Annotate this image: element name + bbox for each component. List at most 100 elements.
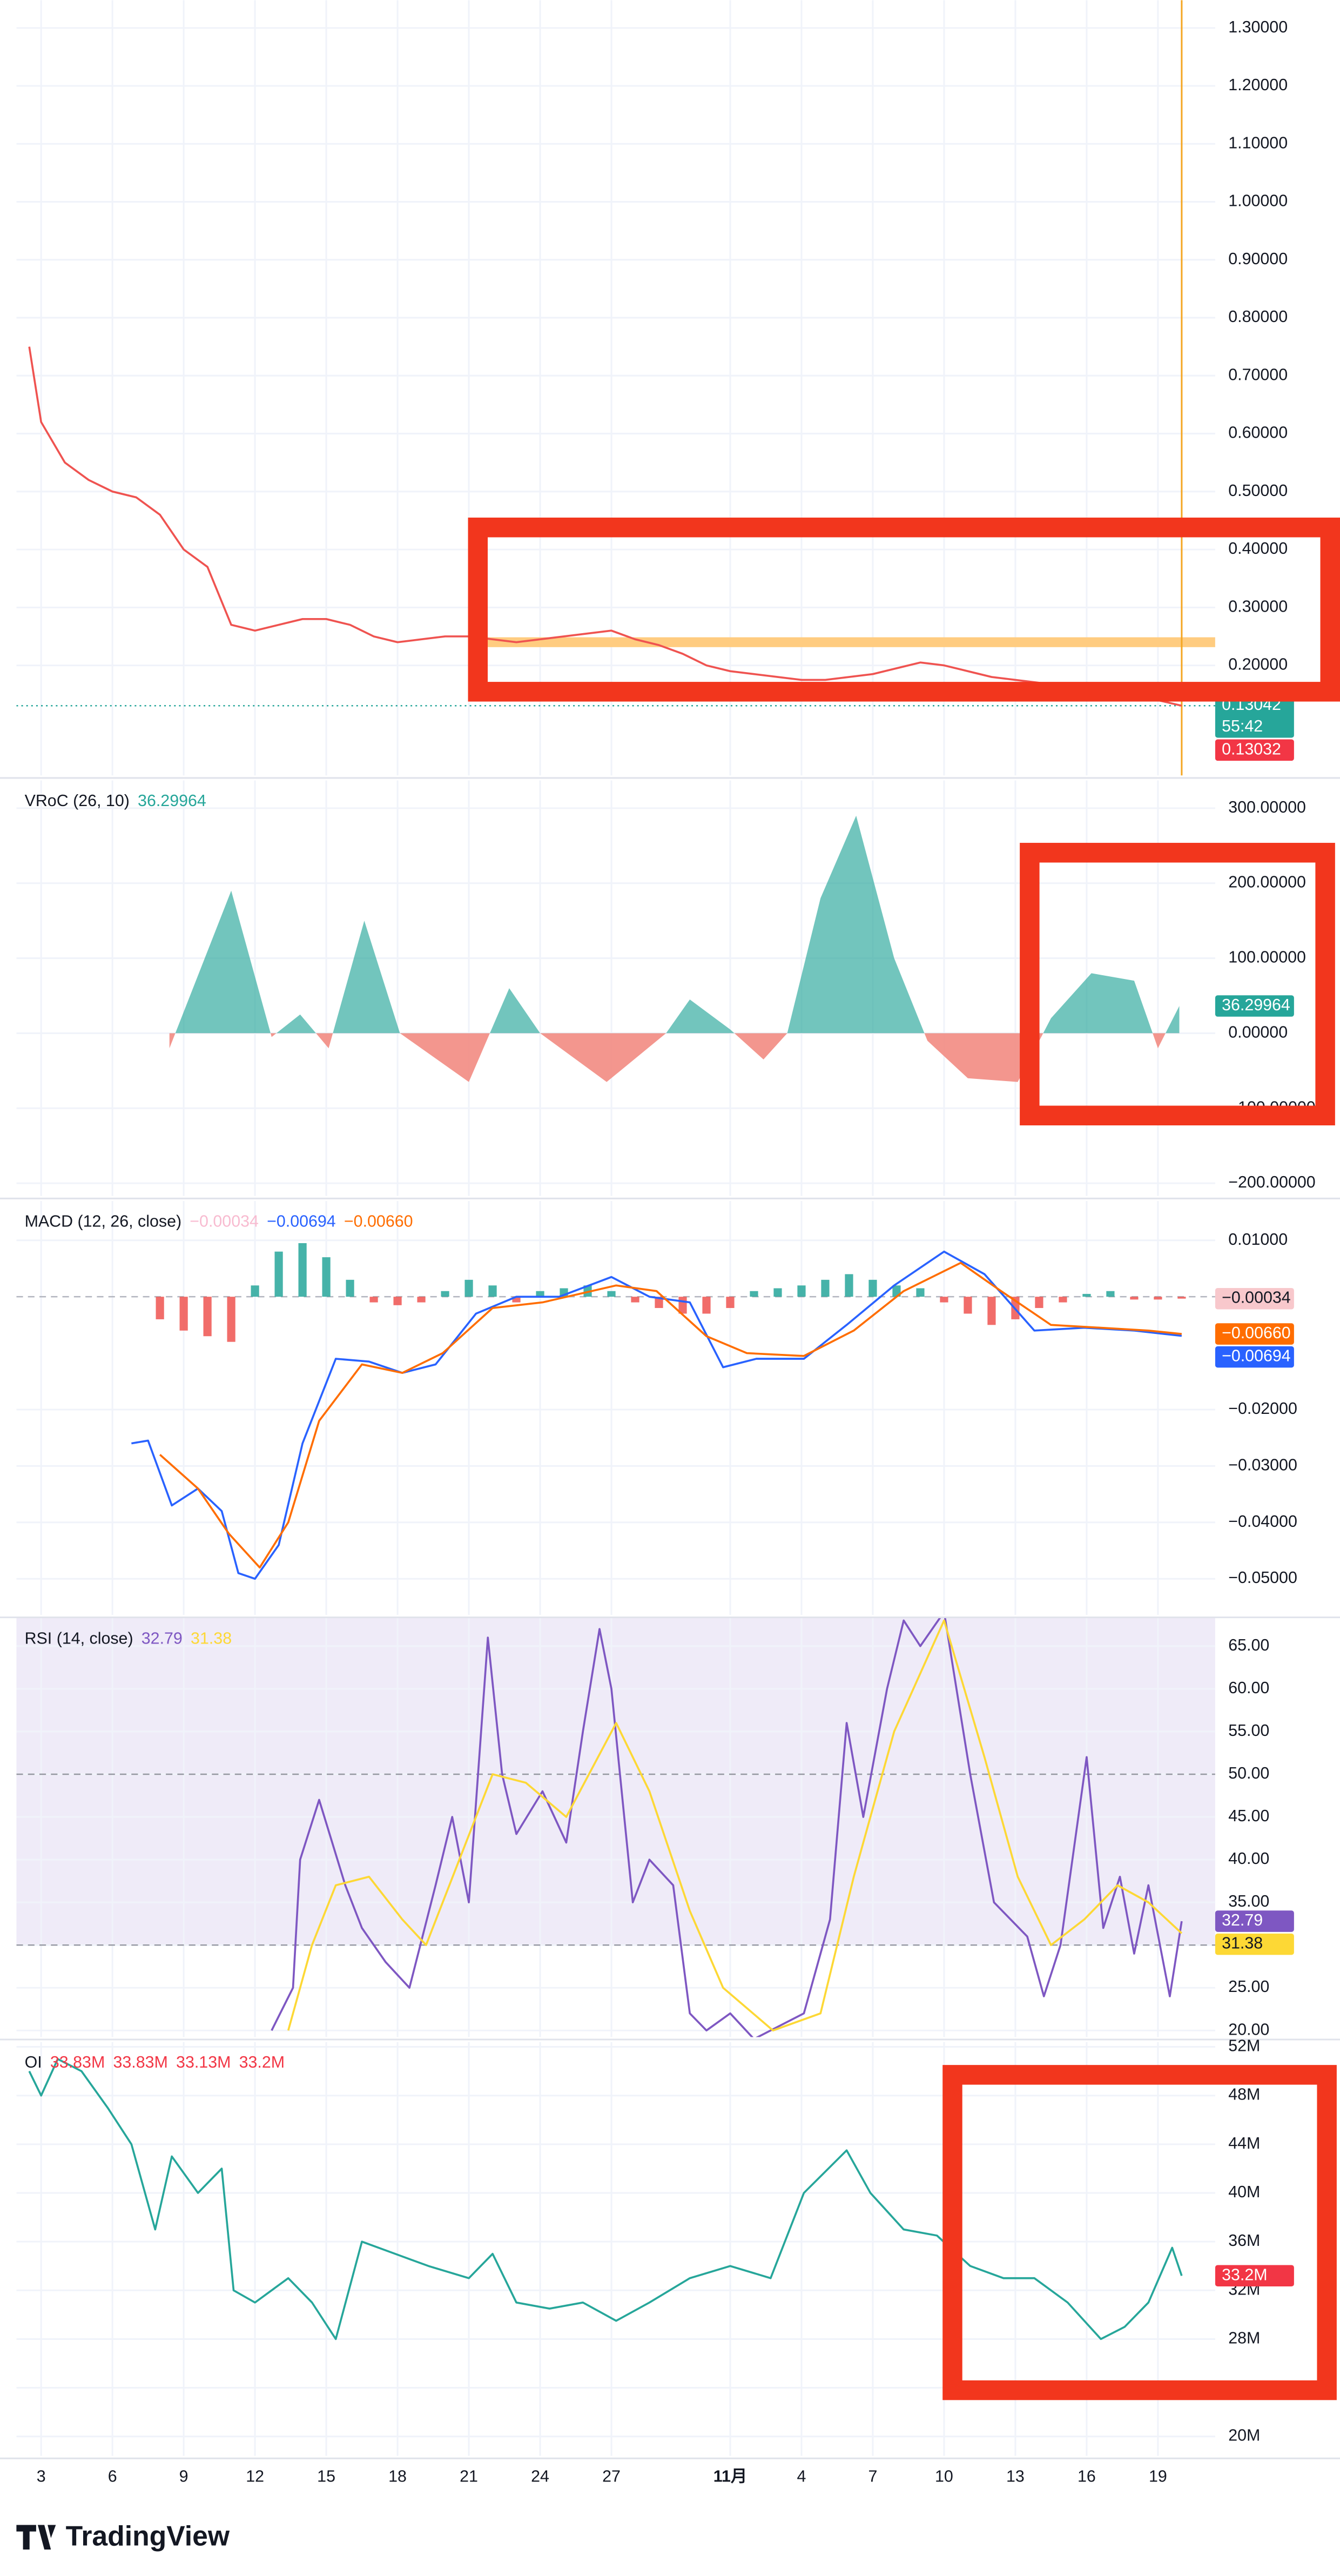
y-tick-label: 300.00000 (1228, 798, 1306, 816)
value-tag (1215, 739, 1294, 761)
value-tag-label: 33.2M (1222, 2265, 1267, 2284)
histogram-bar (845, 1274, 853, 1297)
histogram-bar (702, 1297, 711, 1314)
histogram-bar (655, 1297, 663, 1309)
y-tick-label: 44M (1228, 2134, 1260, 2152)
line (271, 1618, 1183, 2037)
x-tick-label: 9 (179, 2467, 188, 2485)
histogram-bar (797, 1285, 806, 1297)
histogram-bar (274, 1251, 283, 1297)
y-tick-label: −0.03000 (1228, 1455, 1297, 1474)
y-tick-label: 45.00 (1228, 1807, 1269, 1825)
value-tag-label: −0.00660 (1222, 1324, 1291, 1342)
annotation-box (468, 518, 1340, 702)
logo: TradingView (16, 2520, 230, 2551)
x-tick-label: 12 (246, 2467, 264, 2485)
y-tick-label: −0.05000 (1228, 1568, 1297, 1587)
price-band (469, 637, 1215, 647)
x-tick-label: 27 (602, 2467, 621, 2485)
x-tick-label: 6 (108, 2467, 117, 2485)
area-negative (169, 1033, 1180, 1082)
x-tick-label: 15 (317, 2467, 335, 2485)
y-tick-label: −0.04000 (1228, 1512, 1297, 1531)
histogram-bar (631, 1297, 639, 1303)
value-tag (1215, 2265, 1294, 2286)
value-tag (1215, 1910, 1294, 1932)
histogram-bar (464, 1279, 473, 1297)
value-tag (1215, 995, 1294, 1017)
value-tag-label: −0.00034 (1222, 1289, 1291, 1307)
histogram-bar (964, 1297, 972, 1314)
y-tick-label: 48M (1228, 2085, 1260, 2104)
legend-text: 33.13M (176, 2053, 231, 2071)
y-tick-label: 40M (1228, 2183, 1260, 2201)
histogram-bar (607, 1291, 616, 1297)
line (287, 1619, 1183, 2032)
panel (16, 1200, 1215, 1615)
y-tick-label: 1.30000 (1228, 18, 1288, 36)
x-tick-label: 11月 (713, 2467, 748, 2485)
y-tick-label: 0.30000 (1228, 597, 1288, 615)
histogram-bar (536, 1291, 544, 1297)
x-tick-label: 4 (797, 2467, 806, 2485)
histogram-bar (417, 1297, 426, 1303)
histogram-bar (940, 1297, 948, 1303)
x-tick-label: 10 (935, 2467, 953, 2485)
histogram-bar (227, 1297, 235, 1342)
histogram-bar (750, 1291, 758, 1297)
value-tag-label: −0.00694 (1222, 1347, 1291, 1365)
y-tick-label: 1.00000 (1228, 192, 1288, 210)
y-tick-label: 50.00 (1228, 1764, 1269, 1782)
histogram-bar (298, 1243, 307, 1297)
annotations (468, 518, 1340, 2400)
y-tick-label: 52M (1228, 2037, 1260, 2055)
legend-text: 32.79 (142, 1629, 183, 1648)
line (131, 1250, 1182, 1580)
x-tick-label: 13 (1006, 2467, 1025, 2485)
y-tick-label: 1.10000 (1228, 133, 1288, 152)
legend-text: −0.00034 (190, 1212, 259, 1230)
y-tick-label: 0.90000 (1228, 250, 1288, 268)
y-tick-label: −0.02000 (1228, 1399, 1297, 1418)
x-tick-label: 21 (460, 2467, 478, 2485)
panel (16, 780, 1215, 1196)
histogram-bar (1106, 1291, 1115, 1297)
y-tick-label: 0.70000 (1228, 365, 1288, 384)
histogram-bar (1154, 1297, 1162, 1300)
histogram-bar (369, 1297, 378, 1303)
histogram-bar (1035, 1297, 1043, 1309)
histogram-bar (346, 1279, 354, 1297)
x-tick-label: 24 (531, 2467, 549, 2485)
annotation-box (942, 2065, 1337, 2400)
y-tick-label: 200.00000 (1228, 873, 1306, 891)
histogram-bar (203, 1297, 212, 1337)
line (28, 2058, 1183, 2340)
histogram-bar (488, 1285, 497, 1297)
histogram-bar (512, 1297, 521, 1303)
y-tick-label: 1.20000 (1228, 76, 1288, 94)
panel (16, 1618, 1215, 2037)
histogram-bar (916, 1288, 925, 1297)
histogram-bar (156, 1297, 164, 1319)
value-tag-label: 31.38 (1222, 1934, 1263, 1953)
value-tag (1215, 1933, 1294, 1955)
histogram-bar (1177, 1297, 1186, 1299)
legend-text: MACD (12, 26, close) (25, 1212, 181, 1230)
area-positive (175, 815, 1180, 1034)
value-tag (1215, 1287, 1294, 1310)
histogram-bar (1082, 1293, 1091, 1297)
y-tick-label: 20M (1228, 2426, 1260, 2445)
histogram-bar (868, 1279, 877, 1297)
x-tick-label: 16 (1078, 2467, 1096, 2485)
value-tag (1215, 1323, 1294, 1345)
histogram-bar (322, 1257, 331, 1297)
histogram-bar (987, 1297, 996, 1325)
y-tick-label: 60.00 (1228, 1679, 1269, 1697)
histogram-bar (1130, 1297, 1139, 1300)
value-tag-label: 0.13032 (1222, 740, 1281, 758)
value-tag (1215, 695, 1294, 738)
histogram-bar (1059, 1297, 1067, 1303)
y-tick-label: 55.00 (1228, 1721, 1269, 1740)
y-tick-label: 0.60000 (1228, 424, 1288, 442)
